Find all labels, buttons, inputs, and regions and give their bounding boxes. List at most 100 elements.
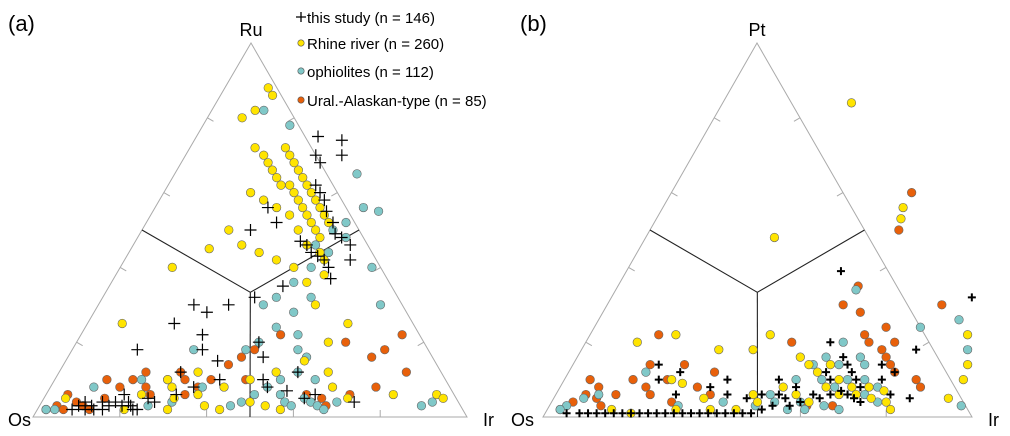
data-point-ophio [89, 382, 99, 392]
data-point-rhine [263, 158, 273, 168]
data-point-ophio [271, 322, 281, 332]
panel-label-a: (a) [8, 11, 35, 36]
data-point-this-study [131, 343, 144, 356]
data-point-rhine [285, 180, 295, 190]
tick-mark [374, 266, 381, 272]
data-point-this-study [85, 399, 98, 412]
data-point-this-study [122, 396, 135, 409]
data-point-ophio [41, 404, 51, 415]
data-point-rhine [438, 393, 448, 403]
data-point-this-study [291, 366, 304, 379]
data-point-ophio [555, 404, 565, 415]
data-point-this-study [174, 366, 187, 379]
data-point-this-study [222, 298, 235, 311]
data-point-this-study [109, 396, 122, 409]
vertex-label-left-a: Os [8, 410, 31, 430]
data-point-this-study [678, 409, 687, 418]
data-point-this-study [300, 238, 313, 251]
data-point-rhine [881, 397, 891, 407]
data-point-ophio [275, 375, 286, 385]
tick-mark [119, 266, 127, 272]
tick-mark [417, 341, 425, 347]
data-point-ural [937, 300, 947, 310]
data-point-this-study [661, 409, 670, 418]
data-point-this-study [142, 392, 155, 405]
data-point-rhine [280, 143, 291, 153]
data-point-this-study [774, 375, 783, 384]
data-point-ophio [286, 401, 296, 411]
data-point-this-study [244, 224, 257, 236]
data-point-ural [401, 367, 411, 377]
data-point-ophio [341, 217, 351, 228]
data-point-this-study [654, 375, 663, 384]
data-point-ural [915, 382, 926, 392]
data-point-rhine [245, 397, 255, 407]
data-point-rhine [169, 393, 179, 403]
data-point-this-study [187, 298, 200, 311]
data-point-rhine [943, 393, 953, 403]
data-point-ural [223, 360, 234, 370]
data-point-ophio [225, 401, 236, 411]
data-point-rhine [263, 83, 273, 93]
data-point-this-study [252, 336, 265, 349]
data-point-ophio [293, 345, 303, 355]
data-point-ophio [594, 389, 604, 400]
data-point-rhine [311, 225, 321, 235]
data-point-rhine [323, 337, 333, 347]
data-point-ophio [834, 360, 844, 370]
data-point-rhine [804, 360, 814, 370]
data-point-rhine [302, 277, 312, 287]
tick-mark [793, 117, 801, 122]
legend-marker-circle [297, 96, 305, 104]
data-point-this-study [294, 235, 307, 248]
data-point-ophio [579, 393, 589, 403]
data-point-ophio [821, 352, 831, 362]
data-point-ural [380, 345, 390, 355]
data-point-ural [180, 375, 190, 385]
data-point-rhine [846, 98, 857, 108]
data-point-rhine [752, 397, 763, 407]
data-point-rhine [250, 105, 260, 115]
data-point-this-study [723, 390, 732, 399]
data-point-rhine [795, 352, 805, 362]
data-point-this-study [248, 291, 261, 304]
tick-mark [628, 266, 635, 272]
data-point-rhine [804, 397, 814, 407]
data-point-ophio [259, 105, 269, 115]
tick-mark [879, 266, 887, 272]
data-point-ophio [241, 345, 251, 355]
data-point-rhine [885, 404, 896, 415]
data-point-this-study [126, 403, 139, 416]
data-point-ural [645, 389, 655, 400]
data-point-this-study [187, 381, 200, 394]
data-point-rhine [866, 393, 876, 403]
legend-label: Ural.-Alaskan-type (n = 85) [307, 93, 487, 110]
data-point-this-study [644, 409, 653, 418]
data-point-this-study [796, 398, 805, 407]
data-point-rhine [315, 202, 325, 213]
data-point-this-study [757, 405, 766, 414]
data-point-this-study [669, 409, 678, 418]
tick-mark [671, 192, 678, 197]
data-point-rhine [825, 360, 835, 370]
data-point-rhine [245, 375, 255, 385]
data-point-this-study [196, 328, 209, 341]
data-point-rhine [306, 217, 316, 228]
data-point-rhine [224, 225, 234, 235]
data-point-ural [679, 360, 690, 370]
data-point-rhine [748, 345, 758, 355]
data-point-ural [276, 330, 286, 340]
data-point-this-study [912, 345, 921, 354]
data-point-ural [894, 225, 904, 235]
data-point-rhine [821, 382, 831, 392]
legend-marker-circle [297, 67, 305, 75]
data-point-this-study [309, 149, 322, 162]
data-point-this-study [967, 293, 976, 302]
data-point-ural [881, 352, 891, 362]
data-point-rhine [259, 195, 269, 205]
data-point-rhine [260, 401, 270, 411]
data-point-ural [367, 352, 377, 362]
data-point-this-study [335, 134, 348, 147]
data-point-rhine [958, 375, 968, 385]
vertex-label-left-b: Os [511, 410, 534, 430]
